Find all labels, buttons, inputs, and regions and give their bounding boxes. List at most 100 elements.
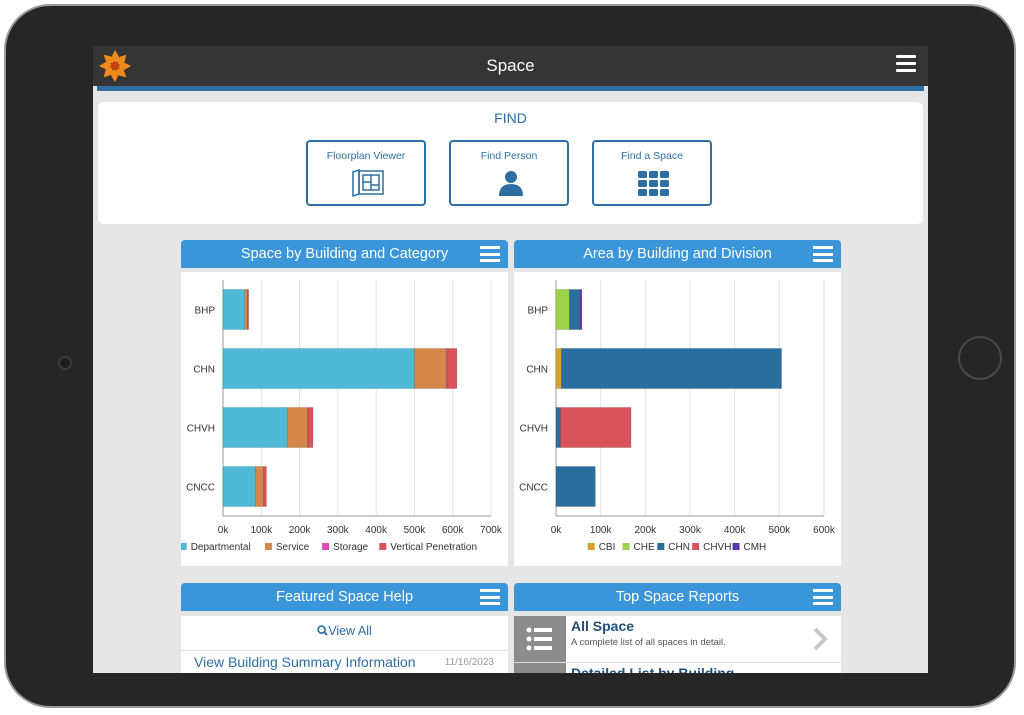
- y-tick-label: BHP: [194, 306, 215, 317]
- header-underline: [97, 86, 924, 91]
- bar-segment[interactable]: [222, 289, 246, 330]
- bar-segment[interactable]: [222, 407, 288, 448]
- featured-help-menu-icon[interactable]: [480, 589, 500, 605]
- bar-segment[interactable]: [555, 407, 561, 448]
- report-all-space[interactable]: All Space A complete list of all spaces …: [514, 616, 841, 663]
- home-button[interactable]: [958, 336, 1002, 380]
- help-item-date: 11/16/2023: [444, 657, 494, 668]
- legend-swatch: [587, 543, 595, 550]
- legend-entry[interactable]: CHVH: [703, 542, 731, 553]
- legend-swatch: [657, 543, 665, 550]
- help-item-title[interactable]: View Building Summary Information: [194, 654, 416, 670]
- x-tick-label: 600k: [813, 525, 836, 536]
- y-tick-label: CHVH: [187, 424, 215, 435]
- legend-entry[interactable]: Storage: [333, 542, 368, 553]
- bar-segment[interactable]: [561, 348, 782, 389]
- floorplan-viewer-button[interactable]: Floorplan Viewer: [306, 140, 426, 206]
- y-tick-label: CHN: [193, 365, 215, 376]
- list-item[interactable]: View Building Summary Information 11/16/…: [181, 650, 508, 673]
- y-tick-label: CHN: [526, 365, 548, 376]
- bar-segment[interactable]: [247, 289, 249, 330]
- x-tick-label: 400k: [365, 525, 388, 536]
- find-panel: FIND Floorplan Viewer Find Person Find a…: [98, 102, 923, 224]
- x-tick-label: 300k: [327, 525, 350, 536]
- legend-entry[interactable]: Vertical Penetration: [390, 542, 477, 553]
- space-by-building-panel: 0k 100k 200k 300k 400k 500k 600k 700k BHP CHN CHVH…: [179, 272, 508, 566]
- bar-segment[interactable]: [222, 466, 256, 507]
- featured-help-title: Featured Space Help: [275, 589, 414, 605]
- top-bar: Space: [93, 46, 928, 91]
- main-menu-icon[interactable]: [896, 55, 916, 73]
- legend-entry[interactable]: Departmental: [191, 542, 251, 553]
- page-title: Space: [486, 56, 535, 75]
- x-tick-label: 500k: [768, 525, 791, 536]
- legend-entry[interactable]: CMH: [744, 542, 767, 553]
- legend-swatch: [379, 543, 387, 550]
- space-by-building-menu-icon[interactable]: [480, 246, 500, 262]
- report-title: All Space: [571, 618, 635, 634]
- find-a-space-label: Find a Space: [621, 150, 683, 162]
- bar-segment[interactable]: [555, 466, 596, 507]
- list-icon: [514, 663, 566, 673]
- bar-segment[interactable]: [555, 289, 570, 330]
- chevron-right-icon: [813, 627, 828, 651]
- search-icon: [317, 625, 328, 636]
- find-person-button[interactable]: Find Person: [449, 140, 569, 206]
- app-logo-icon: [99, 50, 131, 82]
- floorplan-icon: [352, 168, 384, 198]
- report-detailed-list[interactable]: Detailed List by Building: [514, 663, 841, 673]
- area-by-building-title: Area by Building and Division: [583, 246, 772, 262]
- x-tick-label: 0k: [218, 525, 230, 536]
- legend-swatch: [692, 543, 700, 550]
- bar-segment[interactable]: [222, 348, 415, 389]
- x-tick-label: 500k: [404, 525, 427, 536]
- bar-segment[interactable]: [307, 407, 314, 448]
- legend-swatch: [622, 543, 630, 550]
- top-reports-menu-icon[interactable]: [813, 589, 833, 605]
- bar-segment[interactable]: [287, 407, 308, 448]
- y-tick-label: CNCC: [186, 483, 215, 494]
- legend-swatch: [179, 543, 187, 550]
- find-title: FIND: [494, 110, 527, 126]
- bar-segment[interactable]: [560, 407, 632, 448]
- x-tick-label: 300k: [679, 525, 702, 536]
- legend-swatch: [322, 543, 330, 550]
- legend-entry[interactable]: Service: [276, 542, 310, 553]
- x-tick-label: 600k: [442, 525, 465, 536]
- app-screen: Space FIND Floorplan Viewer Find Person: [93, 46, 928, 673]
- x-tick-label: 100k: [590, 525, 613, 536]
- bar-segment[interactable]: [555, 348, 562, 389]
- bar-segment[interactable]: [569, 289, 580, 330]
- top-reports-header: Top Space Reports: [514, 583, 841, 611]
- bar-segment[interactable]: [263, 466, 267, 507]
- find-person-label: Find Person: [480, 150, 538, 162]
- space-by-building-title: Space by Building and Category: [240, 246, 449, 262]
- legend-swatch: [732, 543, 740, 550]
- legend-entry[interactable]: CHE: [634, 542, 655, 553]
- bar-segment[interactable]: [579, 289, 583, 330]
- x-tick-label: 200k: [289, 525, 312, 536]
- bar-segment[interactable]: [446, 348, 458, 389]
- bar-segment[interactable]: [255, 466, 264, 507]
- x-tick-label: 100k: [250, 525, 273, 536]
- legend-entry[interactable]: CHN: [668, 542, 690, 553]
- top-reports-title: Top Space Reports: [615, 589, 740, 605]
- floorplan-viewer-label: Floorplan Viewer: [326, 150, 406, 162]
- space-by-building-header: Space by Building and Category: [181, 240, 508, 268]
- grid-icon: [638, 171, 669, 196]
- bar-segment[interactable]: [244, 289, 248, 330]
- x-tick-label: 700k: [480, 525, 503, 536]
- y-tick-label: BHP: [527, 306, 548, 317]
- x-tick-label: 400k: [724, 525, 747, 536]
- y-tick-label: CNCC: [519, 483, 548, 494]
- featured-help-header: Featured Space Help: [181, 583, 508, 611]
- area-by-building-header: Area by Building and Division: [514, 240, 841, 268]
- area-by-building-chart: 0k 100k 200k 300k 400k 500k 600k BHP CHN CHVH CNCC…: [519, 280, 836, 553]
- legend-swatch: [264, 543, 272, 550]
- view-all-link[interactable]: View All: [181, 624, 508, 638]
- legend-entry[interactable]: CBI: [599, 542, 616, 553]
- area-by-building-menu-icon[interactable]: [813, 246, 833, 262]
- find-a-space-button[interactable]: Find a Space: [592, 140, 712, 206]
- camera-icon: [58, 356, 72, 370]
- bar-segment[interactable]: [414, 348, 447, 389]
